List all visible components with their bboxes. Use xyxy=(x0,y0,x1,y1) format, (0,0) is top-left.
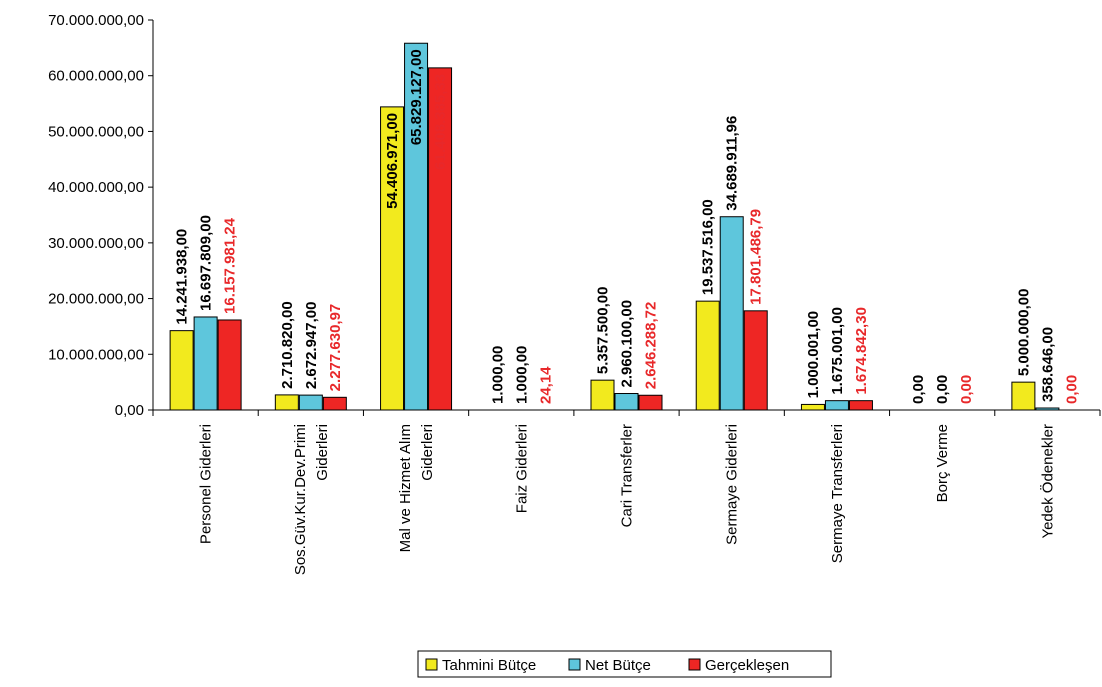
data-label: 14.241.938,00 xyxy=(174,229,191,325)
category-label: Faiz Giderleri xyxy=(513,424,530,513)
bar xyxy=(614,393,639,411)
category-label: Sermaye Giderleri xyxy=(724,424,741,545)
bar xyxy=(743,310,768,411)
data-label: 0,00 xyxy=(910,375,927,404)
data-label: 65.829.127,00 xyxy=(408,49,425,145)
y-tick-label: 70.000.000,00 xyxy=(48,12,144,29)
y-tick-label: 30.000.000,00 xyxy=(48,235,144,252)
y-tick-label: 10.000.000,00 xyxy=(48,346,144,363)
bar xyxy=(322,396,347,411)
data-label: 5.000.000,00 xyxy=(1015,289,1032,377)
data-label: 61.408.385,33 xyxy=(432,74,449,170)
data-label: 0,00 xyxy=(958,375,975,404)
bar xyxy=(719,216,744,411)
y-tick-label: 40.000.000,00 xyxy=(48,179,144,196)
y-tick-label: 0,00 xyxy=(115,402,144,419)
bar xyxy=(590,379,615,411)
data-label: 358.646,00 xyxy=(1039,327,1056,402)
data-label: 17.801.486,79 xyxy=(748,209,765,305)
data-label: 2.646.288,72 xyxy=(643,302,660,390)
category-label: Mal ve Hizmet Alım xyxy=(397,424,414,552)
bar xyxy=(193,316,218,411)
bar xyxy=(274,394,299,411)
legend-label: Gerçekleşen xyxy=(705,657,789,674)
bar xyxy=(824,400,849,411)
bar xyxy=(1011,381,1036,411)
data-label: 16.157.981,24 xyxy=(222,217,239,314)
data-label: 2.277.630,97 xyxy=(327,304,344,392)
data-label: 24,14 xyxy=(537,366,554,404)
data-label: 19.537.516,00 xyxy=(700,199,717,295)
bar xyxy=(638,394,663,411)
data-label: 1.000.001,00 xyxy=(805,311,822,399)
data-label: 54.406.971,00 xyxy=(384,113,401,209)
data-label: 2.710.820,00 xyxy=(279,301,296,389)
data-label: 1.000,00 xyxy=(513,346,530,404)
bar xyxy=(217,319,242,411)
y-tick-label: 60.000.000,00 xyxy=(48,68,144,85)
category-label: Giderleri xyxy=(314,424,331,481)
category-label: Giderleri xyxy=(419,424,436,481)
category-label: Yedek Ödenekler xyxy=(1038,424,1056,539)
data-label: 1.674.842,30 xyxy=(853,307,870,395)
data-label: 16.697.809,00 xyxy=(198,215,215,311)
y-tick-label: 20.000.000,00 xyxy=(48,291,144,308)
data-label: 1.675.001,00 xyxy=(829,307,846,395)
legend: Tahmini Bütçe Net Bütçe Gerçekleşen xyxy=(417,650,832,678)
bar xyxy=(800,403,825,411)
data-label: 2.672.947,00 xyxy=(303,302,320,390)
legend-label: Tahmini Bütçe xyxy=(442,657,536,674)
legend-label: Net Bütçe xyxy=(585,657,651,674)
category-label: Personel Giderleri xyxy=(198,424,215,544)
category-label: Borç Verme xyxy=(934,424,951,502)
category-label: Sos.Güv.Kur.Dev.Primi xyxy=(292,424,309,575)
bar xyxy=(695,300,720,411)
legend-swatch xyxy=(688,658,701,671)
category-label: Cari Transferler xyxy=(619,424,636,527)
data-label: 0,00 xyxy=(934,375,951,404)
category-label: Sermaye Transferleri xyxy=(829,424,846,563)
y-tick-label: 50.000.000,00 xyxy=(48,123,144,140)
bar xyxy=(298,394,323,411)
data-label: 34.689.911,96 xyxy=(724,116,741,211)
legend-box xyxy=(417,650,832,678)
bar xyxy=(169,330,194,411)
legend-swatch xyxy=(568,658,581,671)
data-label: 1.000,00 xyxy=(489,346,506,404)
data-label: 5.357.500,00 xyxy=(595,287,612,375)
bar xyxy=(848,400,873,411)
legend-swatch xyxy=(425,658,438,671)
data-label: 0,00 xyxy=(1063,375,1080,404)
data-label: 2.960.100,00 xyxy=(619,300,636,388)
